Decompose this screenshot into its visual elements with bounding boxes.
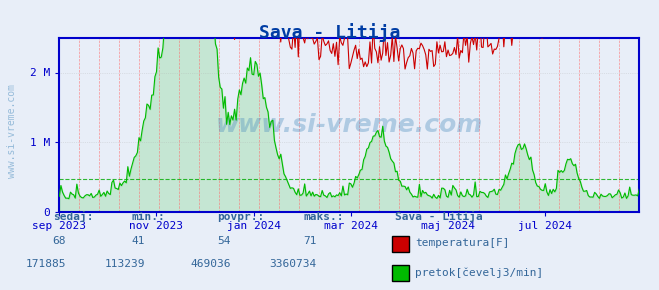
Text: 41: 41 (132, 235, 145, 246)
Text: www.si-vreme.com: www.si-vreme.com (7, 84, 16, 177)
Text: pretok[čevelj3/min]: pretok[čevelj3/min] (415, 267, 544, 278)
Text: 469036: 469036 (190, 259, 231, 269)
FancyBboxPatch shape (392, 236, 409, 252)
Text: 68: 68 (53, 235, 66, 246)
Text: 3360734: 3360734 (269, 259, 316, 269)
Text: maks.:: maks.: (303, 212, 343, 222)
Text: 113239: 113239 (105, 259, 145, 269)
Text: Sava - Litija: Sava - Litija (395, 211, 483, 222)
Text: 54: 54 (217, 235, 231, 246)
Text: Sava - Litija: Sava - Litija (259, 23, 400, 42)
FancyBboxPatch shape (392, 265, 409, 281)
Text: 171885: 171885 (26, 259, 66, 269)
Text: min.:: min.: (132, 212, 165, 222)
Text: 71: 71 (303, 235, 316, 246)
Text: povpr.:: povpr.: (217, 212, 265, 222)
Text: sedaj:: sedaj: (53, 211, 93, 222)
Text: temperatura[F]: temperatura[F] (415, 238, 509, 249)
Text: www.si-vreme.com: www.si-vreme.com (215, 113, 483, 137)
